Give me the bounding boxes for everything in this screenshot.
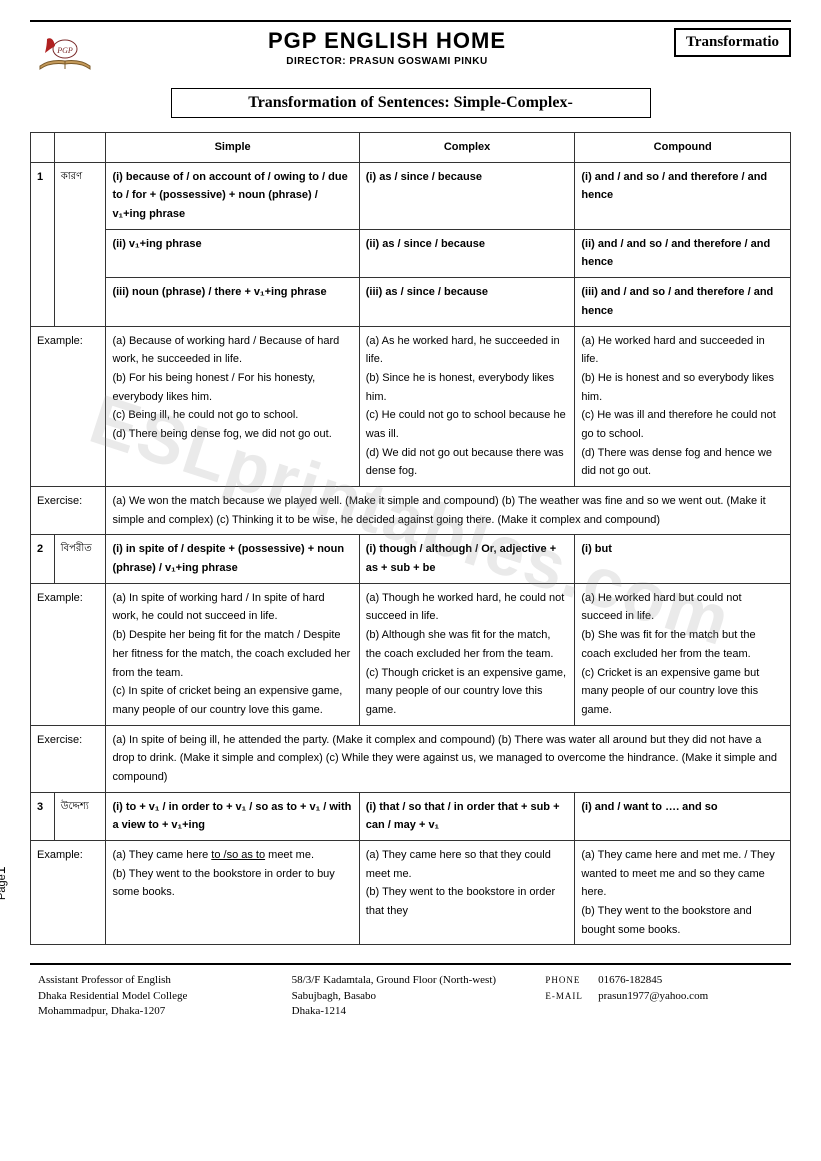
example-compound: (a) He worked hard and succeeded in life… [575,326,791,487]
director: DIRECTOR: PRASUN GOSWAMI PINKU [100,56,674,67]
th-complex: Complex [359,133,575,163]
rule-compound: (i) and / and so / and therefore / and h… [575,162,791,229]
rule-complex: (i) as / since / because [359,162,575,229]
logo: PGP [30,28,100,78]
rule-complex: (i) that / so that / in order that + sub… [359,792,575,840]
rule-simple: (i) to + v₁ / in order to + v₁ / so as t… [106,792,359,840]
footer: Assistant Professor of EnglishDhaka Resi… [30,963,791,1019]
subtitle: Transformation of Sentences: Simple-Comp… [171,88,651,118]
example-simple: (a) They came here to /so as to meet me.… [106,841,359,945]
example-simple: (a) Because of working hard / Because of… [106,326,359,487]
email-label: E-MAIL [545,990,595,1003]
section-cat: কারণ [54,162,106,326]
example-label: Example: [31,583,106,725]
example-compound: (a) They came here and met me. / They wa… [575,841,791,945]
rule-simple: (iii) noun (phrase) / there + v₁+ing phr… [106,278,359,326]
example-simple: (a) In spite of working hard / In spite … [106,583,359,725]
rule-simple: (ii) v₁+ing phrase [106,229,359,277]
phone: 01676-182845 [598,974,662,986]
example-compound: (a) He worked hard but could not succeed… [575,583,791,725]
th-compound: Compound [575,133,791,163]
email: prasun1977@yahoo.com [598,990,708,1002]
example-complex: (a) As he worked hard, he succeeded in l… [359,326,575,487]
footer-col2: 58/3/F Kadamtala, Ground Floor (North-we… [284,973,538,1019]
example-complex: (a) Though he worked hard, he could not … [359,583,575,725]
rule-complex: (iii) as / since / because [359,278,575,326]
svg-text:PGP: PGP [56,46,73,55]
exercise-label: Exercise: [31,725,106,792]
exercise-label: Exercise: [31,487,106,535]
top-rule [30,20,791,22]
rule-compound: (iii) and / and so / and therefore / and… [575,278,791,326]
page-label: Page1 [0,866,8,900]
example-label: Example: [31,841,106,945]
rule-complex: (ii) as / since / because [359,229,575,277]
footer-col1: Assistant Professor of EnglishDhaka Resi… [30,973,284,1019]
rule-simple: (i) because of / on account of / owing t… [106,162,359,229]
exercise-text: (a) We won the match because we played w… [106,487,791,535]
example-complex: (a) They came here so that they could me… [359,841,575,945]
rule-compound: (ii) and / and so / and therefore / and … [575,229,791,277]
section-num: 3 [31,792,55,840]
footer-col3: PHONE 01676-182845 E-MAIL prasun1977@yah… [537,973,791,1019]
section-cat: বিপরীত [54,535,106,583]
rule-complex: (i) though / although / Or, adjective + … [359,535,575,583]
th-simple: Simple [106,133,359,163]
th-blank2 [54,133,106,163]
exercise-text: (a) In spite of being ill, he attended t… [106,725,791,792]
logo-icon: PGP [35,31,95,76]
main-table: Simple Complex Compound 1কারণ(i) because… [30,132,791,945]
th-blank1 [31,133,55,163]
section-cat: উদ্দেশ্য [54,792,106,840]
badge: Transformatio [674,28,791,57]
section-num: 1 [31,162,55,326]
rule-compound: (i) but [575,535,791,583]
example-label: Example: [31,326,106,487]
rule-compound: (i) and / want to …. and so [575,792,791,840]
header: PGP PGP ENGLISH HOME DIRECTOR: PRASUN GO… [30,28,791,78]
phone-label: PHONE [545,974,595,987]
section-num: 2 [31,535,55,583]
main-title: PGP ENGLISH HOME [100,28,674,54]
rule-simple: (i) in spite of / despite + (possessive)… [106,535,359,583]
